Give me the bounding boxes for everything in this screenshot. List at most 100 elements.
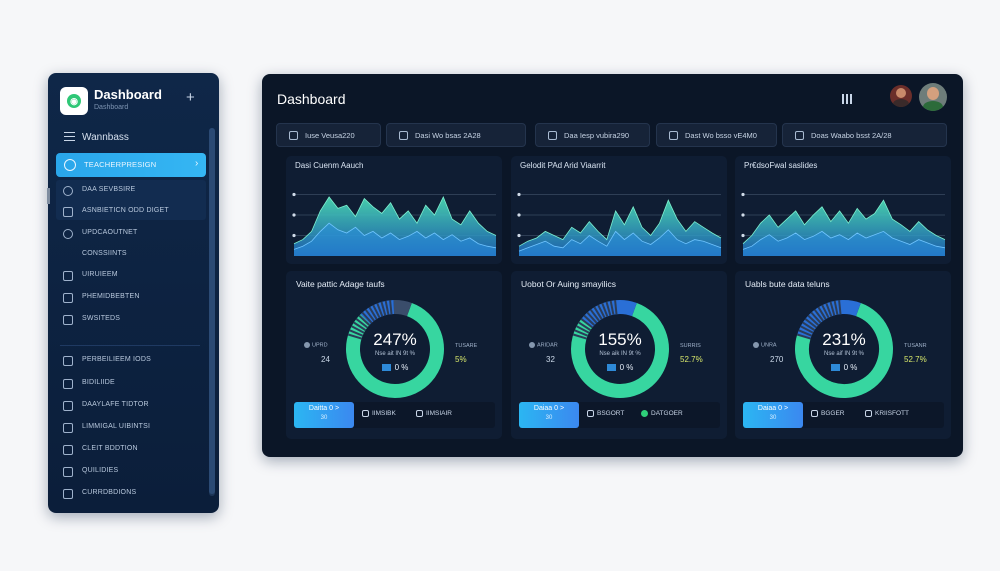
filter-chip[interactable]: Daa Iesp vubira290 bbox=[535, 123, 650, 147]
donut-tick bbox=[804, 318, 818, 329]
option-button[interactable]: KRIISFOTT bbox=[865, 410, 909, 417]
legend-left: UNRA bbox=[753, 342, 777, 348]
grid-dot bbox=[741, 233, 745, 238]
home-icon bbox=[63, 467, 73, 477]
avatar[interactable] bbox=[919, 83, 947, 111]
app-logo[interactable]: ◉ bbox=[60, 87, 88, 115]
sidebar-item[interactable]: PHEMIDBEBTEN bbox=[48, 289, 208, 307]
avatar[interactable] bbox=[890, 85, 912, 107]
series-line bbox=[742, 230, 946, 250]
donut-slice bbox=[571, 302, 669, 398]
resize-handle[interactable] bbox=[47, 188, 50, 204]
legend-dot bbox=[304, 342, 310, 348]
sidebar-item[interactable]: DAA SEVBSIRE bbox=[48, 182, 208, 200]
filter-label: Daa Iesp vubira290 bbox=[564, 131, 630, 140]
sidebar-item[interactable]: DAAYLAFE TIDTOR bbox=[48, 397, 208, 415]
option-button[interactable]: IIMSIAIR bbox=[416, 410, 452, 417]
sidebar-item[interactable]: LIMMIGAL UIBINTSI bbox=[48, 419, 208, 437]
donut-small-value: 0 % bbox=[342, 363, 448, 372]
donut-slice bbox=[346, 302, 444, 398]
grid-dot bbox=[292, 213, 296, 217]
sidebar-item-label: CLEIT BDDTION bbox=[82, 445, 138, 452]
donut-tick bbox=[605, 301, 612, 316]
doc-icon bbox=[289, 131, 298, 140]
donut-card: Vaite pattic Adage taufs 247% Nse ait IN 9… bbox=[286, 271, 502, 439]
button-label: Daiaa 0 > bbox=[757, 405, 789, 412]
filter-label: Doas Waabo bsst 2A/28 bbox=[811, 131, 892, 140]
sidebar-item[interactable]: QUILIDIES bbox=[48, 463, 208, 481]
details-button[interactable]: Daiaa 0 > 30 bbox=[519, 402, 579, 428]
option-label: KRIISFOTT bbox=[875, 410, 909, 418]
filter-chip[interactable]: Dast Wo bsso vE4M0 bbox=[656, 123, 777, 147]
donut-value: 231% bbox=[822, 330, 866, 349]
sidebar-item-active[interactable]: TEACHERPRESIGN › bbox=[56, 153, 206, 177]
donut-value: 155% bbox=[598, 330, 642, 349]
calendar-icon bbox=[669, 131, 678, 140]
image-icon bbox=[548, 131, 557, 140]
sidebar-item-label: QUILIDIES bbox=[82, 467, 119, 474]
sidebar-item[interactable]: CURRDBDIONS bbox=[48, 485, 208, 503]
option-button[interactable]: BGGER bbox=[811, 410, 844, 417]
sidebar-item[interactable]: BIDILIIDE bbox=[48, 375, 208, 393]
donut-label: Nse ait IN 9t % bbox=[374, 351, 415, 357]
sidebar-item[interactable]: SWSITEDS bbox=[48, 311, 208, 329]
sidebar-item[interactable]: CLEIT BDDTION bbox=[48, 441, 208, 459]
details-button[interactable]: Daitta 0 > 30 bbox=[294, 402, 354, 428]
filter-chip[interactable]: Iuse Veusa220 bbox=[276, 123, 381, 147]
circle-icon bbox=[64, 159, 76, 171]
donut-tick bbox=[347, 333, 362, 340]
grid-dot bbox=[517, 233, 521, 238]
sidebar-item-label: PHEMIDBEBTEN bbox=[82, 293, 140, 300]
add-icon[interactable]: + bbox=[186, 89, 195, 106]
option-button[interactable]: DATGOER bbox=[641, 410, 683, 417]
avatar-body bbox=[893, 99, 909, 107]
filter-chip[interactable]: Dasi Wo bsas 2A28 bbox=[386, 123, 526, 147]
donut-slice bbox=[795, 302, 893, 398]
scrollbar-thumb[interactable] bbox=[209, 128, 215, 494]
donut-small-value: 0 % bbox=[567, 363, 673, 372]
donut-tick bbox=[802, 321, 816, 331]
donut-tick bbox=[609, 300, 615, 315]
details-button[interactable]: Daiaa 0 > 30 bbox=[743, 402, 803, 428]
bars-icon[interactable] bbox=[842, 94, 854, 104]
hamburger-icon[interactable] bbox=[64, 132, 75, 141]
donut-tick bbox=[372, 304, 381, 319]
sidebar-item[interactable]: PERBEILIEEM IODS bbox=[48, 352, 208, 370]
button-label: Daiaa 0 > bbox=[533, 405, 565, 412]
main-panel: Dashboard Iuse Veusa220 Dasi Wo bsas 2A28… bbox=[262, 74, 963, 457]
donut-tick bbox=[817, 306, 827, 320]
legend-dot bbox=[529, 342, 535, 348]
donut-tick bbox=[829, 301, 836, 316]
filter-label: Dast Wo bsso vE4M0 bbox=[685, 131, 757, 140]
series-line bbox=[518, 229, 722, 252]
avatar-face bbox=[927, 87, 939, 100]
doc-icon bbox=[63, 445, 73, 455]
legend-right: TUSARE bbox=[455, 343, 478, 349]
sidebar-item[interactable]: ASNBIETICN ODD DIGET bbox=[48, 203, 208, 221]
submenu bbox=[56, 180, 206, 220]
filter-chip[interactable]: Doas Waabo bsst 2A/28 bbox=[782, 123, 947, 147]
donut-label: Nse aif IN 9t % bbox=[823, 351, 864, 357]
option-button[interactable]: IIMSIBK bbox=[362, 410, 396, 417]
donut-tick bbox=[800, 325, 814, 334]
chevron-right-icon: › bbox=[195, 158, 199, 169]
chat-icon bbox=[795, 131, 804, 140]
sidebar-item[interactable]: CONSSIINTS bbox=[48, 246, 208, 264]
donut-card: Uabls bute data teluns 231% Nse aif IN 9t … bbox=[735, 271, 951, 439]
legend-label: ARIDAR bbox=[537, 342, 558, 349]
area-chart-card: Pr€dsoFwal saslides bbox=[735, 156, 951, 264]
donut-svg bbox=[346, 300, 444, 398]
donut-tick bbox=[349, 329, 363, 337]
legend-value: 52.7% bbox=[680, 355, 703, 364]
filter-bar: Iuse Veusa220 Dasi Wo bsas 2A28 Daa Iesp v… bbox=[276, 123, 949, 147]
sidebar-item[interactable]: UIRUIEEM bbox=[48, 267, 208, 285]
donut-chart: 231% Nse aif IN 9t % 0 % bbox=[791, 296, 897, 402]
option-button[interactable]: BSGORT bbox=[587, 410, 624, 417]
donut-tick bbox=[614, 300, 618, 315]
grid-dot bbox=[292, 233, 296, 238]
sidebar-item[interactable]: UPDCAOUTNET bbox=[48, 225, 208, 243]
series-line bbox=[293, 222, 497, 250]
legend-value: 52.7% bbox=[904, 355, 927, 364]
donut-tick bbox=[593, 306, 603, 320]
logo-icon: ◉ bbox=[67, 94, 81, 108]
